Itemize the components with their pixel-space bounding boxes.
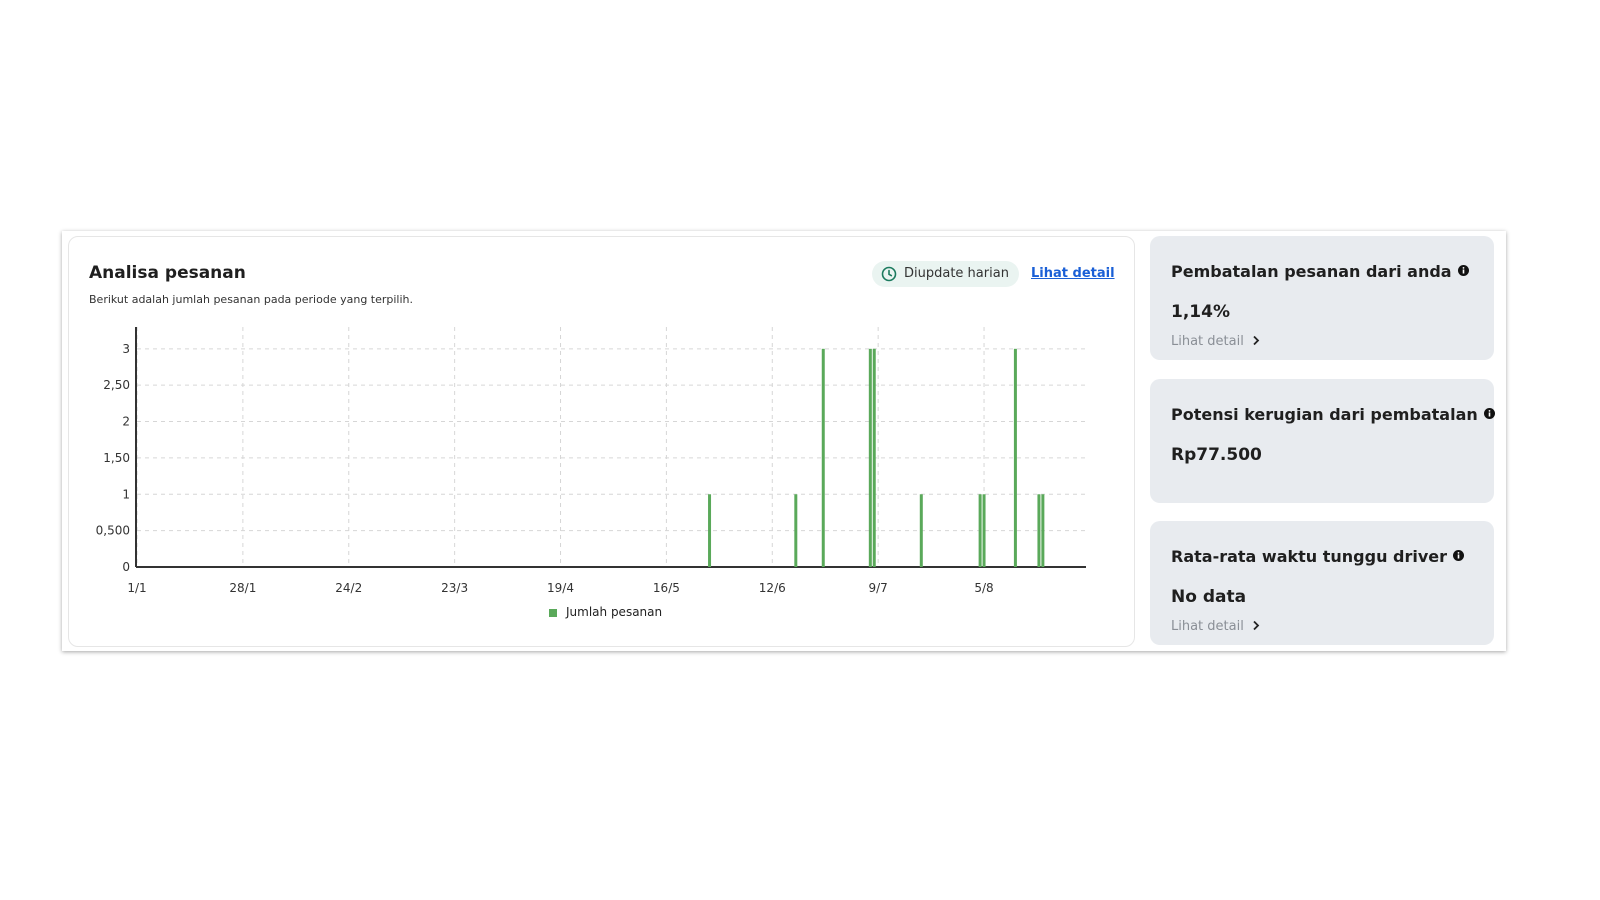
chevron bbox=[1253, 335, 1260, 346]
panel: Analisa pesanan Berikut adalah jumlah pe… bbox=[62, 231, 1506, 651]
info-icon bbox=[1457, 265, 1469, 276]
card-link-text[interactable]: Lihat detail bbox=[1171, 334, 1244, 349]
x-tick-label: 28/1 bbox=[229, 581, 256, 595]
bar bbox=[872, 348, 876, 567]
y-tick-label: 1 bbox=[122, 487, 130, 501]
bar bbox=[978, 494, 982, 567]
card-link-text[interactable]: Lihat detail bbox=[1171, 619, 1244, 634]
y-tick-label: 0,500 bbox=[96, 524, 130, 538]
chart-title: Analisa pesanan bbox=[89, 263, 246, 283]
x-tick-label: 9/7 bbox=[869, 581, 888, 595]
card-value: 1,14% bbox=[1171, 302, 1230, 322]
card-value: No data bbox=[1171, 587, 1247, 607]
x-tick-label: 19/4 bbox=[547, 581, 574, 595]
card-value: Rp77.500 bbox=[1171, 445, 1262, 465]
x-tick-label: 5/8 bbox=[974, 581, 993, 595]
bar bbox=[982, 494, 986, 567]
bar bbox=[1041, 494, 1045, 567]
badge-text: Diupdate harian bbox=[904, 266, 1009, 281]
bar bbox=[708, 494, 712, 567]
x-tick-label: 12/6 bbox=[759, 581, 786, 595]
x-tick-label: 1/1 bbox=[127, 581, 146, 595]
detail-link[interactable]: Lihat detail bbox=[1031, 266, 1115, 281]
x-tick-label: 16/5 bbox=[653, 581, 680, 595]
bar bbox=[868, 348, 872, 567]
chevron bbox=[1253, 620, 1260, 631]
bar bbox=[794, 494, 798, 567]
card-title: Pembatalan pesanan dari anda bbox=[1171, 262, 1452, 281]
legend: Jumlah pesanan bbox=[549, 605, 662, 619]
info-icon bbox=[1483, 408, 1495, 419]
metric-card: Pembatalan pesanan dari anda 1,14% Lihat… bbox=[1150, 236, 1494, 360]
legend-swatch bbox=[549, 609, 557, 617]
chart-subtitle: Berikut adalah jumlah pesanan pada perio… bbox=[89, 293, 414, 306]
card-title: Potensi kerugian dari pembatalan bbox=[1171, 405, 1478, 424]
y-tick-label: 2,50 bbox=[103, 378, 130, 392]
chart: 0 0,500 1 1,50 2 2,50 3 1/1 28/1 24/2 23/3 19/4 16/5… bbox=[96, 327, 1086, 619]
x-tick-label: 23/3 bbox=[441, 581, 468, 595]
y-tick-label: 3 bbox=[122, 342, 130, 356]
card-title-row: Rata-rata waktu tunggu driver bbox=[1171, 547, 1465, 566]
y-tick-label: 0 bbox=[122, 560, 130, 574]
card-link[interactable]: Lihat detail bbox=[1171, 619, 1260, 634]
chart-card: Analisa pesanan Berikut adalah jumlah pe… bbox=[68, 236, 1135, 647]
metric-card: Potensi kerugian dari pembatalan Rp77.50… bbox=[1150, 379, 1495, 503]
metric-card: Rata-rata waktu tunggu driver No data Li… bbox=[1150, 521, 1494, 645]
bar bbox=[1037, 494, 1041, 567]
legend-label: Jumlah pesanan bbox=[565, 605, 662, 619]
card-link[interactable]: Lihat detail bbox=[1171, 334, 1260, 349]
bar bbox=[919, 494, 923, 567]
clock-icon bbox=[881, 266, 897, 282]
bar bbox=[1013, 348, 1017, 567]
info-icon bbox=[1453, 550, 1465, 561]
update-badge: Diupdate harian bbox=[872, 261, 1019, 287]
y-tick-label: 2 bbox=[122, 415, 130, 429]
y-tick-label: 1,50 bbox=[103, 451, 130, 465]
card-title-row: Pembatalan pesanan dari anda bbox=[1171, 262, 1469, 281]
card-title: Rata-rata waktu tunggu driver bbox=[1171, 547, 1448, 566]
bar bbox=[821, 348, 825, 567]
card-title-row: Potensi kerugian dari pembatalan bbox=[1171, 405, 1495, 424]
x-tick-label: 24/2 bbox=[335, 581, 362, 595]
